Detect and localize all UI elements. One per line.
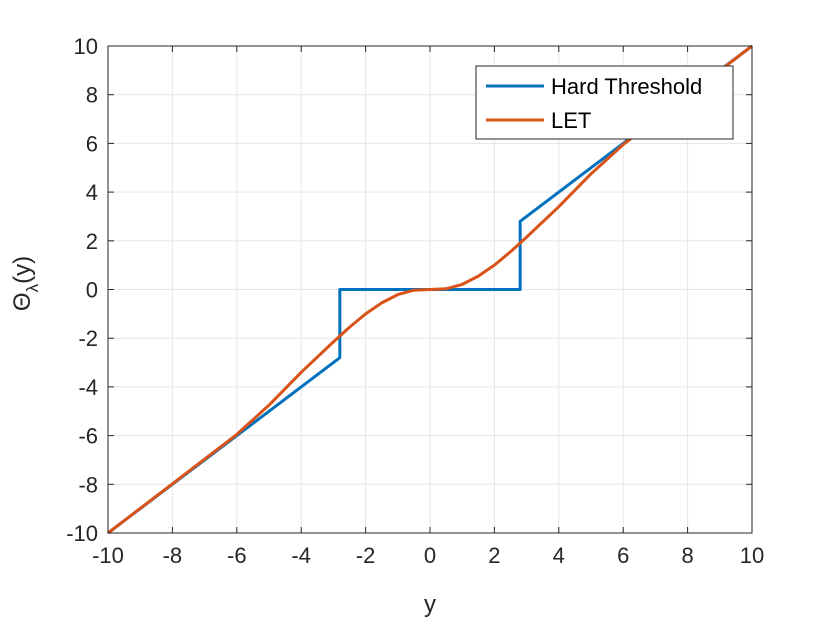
x-tick-label: 4: [553, 543, 565, 568]
y-tick-label: 10: [74, 34, 98, 59]
y-tick-label: 6: [86, 131, 98, 156]
y-axis-label-subscript: λ: [23, 283, 42, 292]
y-tick-label: -2: [78, 326, 98, 351]
x-axis-label: y: [424, 591, 436, 618]
x-tick-label: -10: [92, 543, 124, 568]
y-axis-label-suffix: (y): [9, 256, 36, 284]
x-tick-label: -6: [227, 543, 247, 568]
x-tick-label: -4: [291, 543, 311, 568]
x-tick-label: 8: [681, 543, 693, 568]
legend-label-let: LET: [551, 108, 591, 133]
x-tick-label: -2: [356, 543, 376, 568]
tick-labels: -10 -8 -6 -4 -2 0 2 4 6 8 10 -10 -8 -6 -4 -2 0 2 4 6 8 10: [66, 34, 764, 568]
y-axis-label-main: Θ: [9, 292, 36, 311]
ticks: [107, 45, 753, 534]
y-tick-label: 4: [86, 180, 98, 205]
y-tick-label: 8: [86, 83, 98, 108]
legend-box: [475, 65, 734, 140]
y-tick-label: -4: [78, 375, 98, 400]
y-tick-label: 0: [86, 278, 98, 303]
legend: Hard Threshold LET: [475, 65, 734, 140]
y-tick-label: 2: [86, 229, 98, 254]
y-tick-label: -8: [78, 472, 98, 497]
x-tick-label: 6: [617, 543, 629, 568]
y-tick-label: -10: [66, 521, 98, 546]
y-axis-label: Θλ(y): [9, 256, 42, 311]
x-tick-label: 0: [424, 543, 436, 568]
legend-label-hard-threshold: Hard Threshold: [551, 74, 702, 99]
x-tick-label: -8: [163, 543, 183, 568]
series-layer: [107, 44, 753, 535]
series-line-let: [107, 44, 753, 535]
x-tick-label: 2: [488, 543, 500, 568]
y-tick-label: -6: [78, 424, 98, 449]
x-tick-label: 10: [740, 543, 764, 568]
